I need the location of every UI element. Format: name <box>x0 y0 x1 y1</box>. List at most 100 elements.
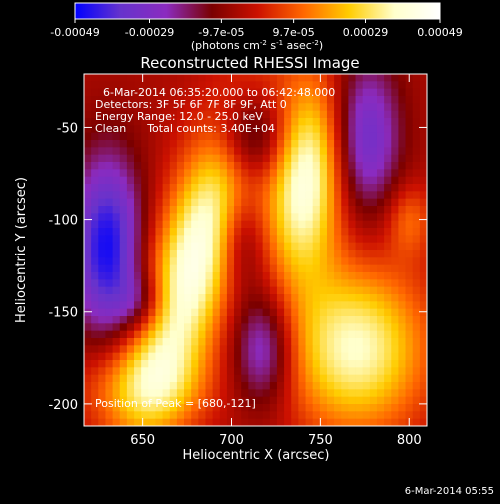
heatmap-cell <box>326 382 335 390</box>
heatmap-cell <box>384 118 392 126</box>
heatmap-cell <box>184 404 192 412</box>
heatmap-cell <box>226 389 235 398</box>
heatmap-cell <box>255 81 264 90</box>
heatmap-cell <box>376 88 385 97</box>
heatmap-cell <box>255 228 264 236</box>
heatmap-cell <box>405 286 414 295</box>
heatmap-cell <box>305 147 314 156</box>
heatmap-cell <box>176 418 185 427</box>
heatmap-cell <box>334 88 342 97</box>
heatmap-cell <box>412 308 421 317</box>
heatmap-cell <box>412 81 421 90</box>
heatmap-cell <box>119 352 128 361</box>
heatmap-cell <box>191 272 199 280</box>
heatmap-cell <box>112 382 121 390</box>
heatmap-cell <box>126 96 135 104</box>
heatmap-cell <box>384 411 392 420</box>
heatmap-cell <box>291 330 299 339</box>
heatmap-cell <box>319 316 328 324</box>
heatmap-cell <box>355 206 364 214</box>
heatmap-cell <box>355 382 364 390</box>
heatmap-cell <box>384 162 392 170</box>
heatmap-cell <box>176 389 185 398</box>
heatmap-cell <box>141 367 149 376</box>
heatmap-cell <box>126 220 135 229</box>
heatmap-cell <box>348 206 356 214</box>
heatmap-cell <box>155 374 164 383</box>
heatmap-cell <box>184 308 192 317</box>
heatmap-cell <box>226 88 235 97</box>
heatmap-cell <box>362 118 371 126</box>
heatmap-cell <box>298 316 306 324</box>
heatmap-cell <box>362 279 371 288</box>
heatmap-cell <box>98 110 106 119</box>
heatmap-cell <box>376 338 385 346</box>
heatmap-cell <box>405 374 414 383</box>
heatmap-cell <box>162 235 171 244</box>
heatmap-cell <box>355 118 364 126</box>
heatmap-cell <box>191 132 199 141</box>
heatmap-cell <box>126 162 135 170</box>
heatmap-cell <box>369 250 378 258</box>
heatmap-cell <box>284 294 292 302</box>
heatmap-cell <box>326 374 335 383</box>
heatmap-cell <box>348 162 356 170</box>
heatmap-cell <box>141 140 149 148</box>
heatmap-cell <box>198 191 206 200</box>
heatmap-cell <box>119 330 128 339</box>
heatmap-cell <box>326 279 335 288</box>
heatmap-cell <box>126 206 135 214</box>
heatmap-cell <box>105 88 113 97</box>
heatmap-cell <box>269 396 278 405</box>
heatmap-cell <box>212 176 221 185</box>
heatmap-cell <box>391 338 399 346</box>
heatmap-cell <box>305 272 314 280</box>
heatmap-cell <box>112 206 121 214</box>
heatmap-cell <box>98 184 106 192</box>
heatmap-cell <box>384 338 392 346</box>
heatmap-cell <box>348 411 356 420</box>
heatmap-cell <box>98 367 106 376</box>
heatmap-cell <box>355 257 364 266</box>
heatmap-cell <box>155 316 164 324</box>
heatmap-cell <box>148 198 156 207</box>
heatmap-cell <box>405 169 414 178</box>
heatmap-cell <box>312 103 321 112</box>
heatmap-cell <box>176 110 185 119</box>
heatmap-cell <box>205 404 214 412</box>
heatmap-cell <box>376 374 385 383</box>
heatmap-cell <box>291 96 299 104</box>
heatmap-cell <box>162 389 171 398</box>
heatmap-cell <box>291 345 299 354</box>
heatmap-cell <box>105 396 113 405</box>
heatmap-cell <box>326 132 335 141</box>
heatmap-cell <box>84 176 92 185</box>
heatmap-cell <box>419 272 428 280</box>
heatmap-cell <box>191 235 199 244</box>
heatmap-cell <box>391 389 399 398</box>
heatmap-cell <box>162 74 171 82</box>
heatmap-cell <box>405 352 414 361</box>
heatmap-cell <box>148 235 156 244</box>
heatmap-cell <box>191 411 199 420</box>
heatmap-cell <box>384 367 392 376</box>
heatmap-cell <box>184 345 192 354</box>
heatmap-cell <box>234 338 242 346</box>
heatmap-cell <box>155 176 164 185</box>
heatmap-cell <box>298 118 306 126</box>
heatmap-cell <box>391 367 399 376</box>
heatmap-cell <box>241 330 249 339</box>
heatmap-cell <box>326 411 335 420</box>
heatmap-cell <box>105 279 113 288</box>
heatmap-cell <box>276 213 285 222</box>
heatmap-cell <box>376 74 385 82</box>
heatmap-cell <box>284 235 292 244</box>
heatmap-cell <box>219 81 228 90</box>
heatmap-cell <box>298 360 306 368</box>
heatmap-cell <box>391 257 399 266</box>
heatmap-cell <box>405 308 414 317</box>
heatmap-cell <box>419 323 428 332</box>
heatmap-cell <box>219 206 228 214</box>
heatmap-cell <box>376 404 385 412</box>
heatmap-cell <box>184 184 192 192</box>
